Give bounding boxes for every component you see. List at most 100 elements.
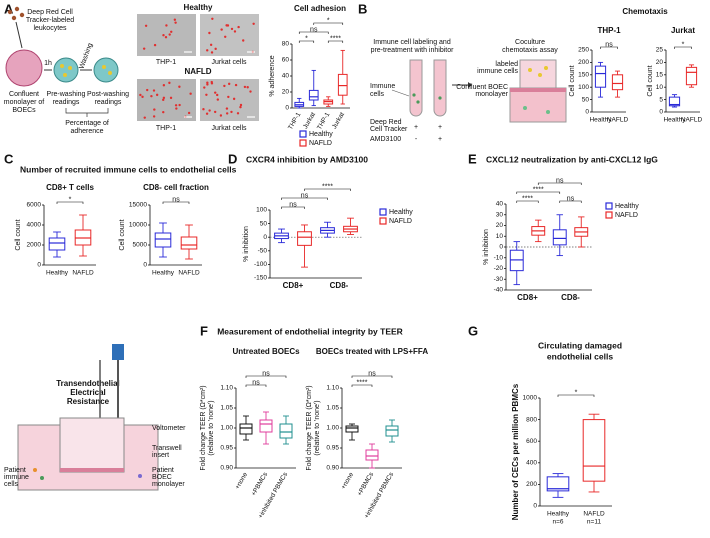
significance-bracket xyxy=(537,182,582,185)
cell-dot xyxy=(144,24,148,27)
y-axis-label: Fold change TEER (Ω*cm²) xyxy=(306,385,313,470)
significance-bracket xyxy=(56,201,84,204)
cell-dot xyxy=(206,83,209,86)
cell-dot xyxy=(237,25,240,29)
label: AMD3100 xyxy=(370,136,401,143)
significance-label: ns xyxy=(252,379,260,386)
label: labeled xyxy=(495,61,518,68)
x-tick-label: +PBMCs xyxy=(356,471,375,498)
significance-bracket xyxy=(162,201,190,204)
significance-label: **** xyxy=(330,35,341,42)
well xyxy=(509,87,567,123)
significance-bracket xyxy=(674,46,692,49)
label: Cell Tracker xyxy=(370,126,408,133)
cell-dot xyxy=(233,30,237,33)
significance-label: ns xyxy=(262,370,270,377)
cell-dot xyxy=(205,93,208,97)
significance-bracket xyxy=(245,375,287,378)
legend-swatch xyxy=(379,217,387,225)
cell-dot xyxy=(162,110,165,114)
chart-title: Jurkat xyxy=(671,26,695,35)
panel-label: C xyxy=(4,151,14,166)
panel-label: D xyxy=(228,151,237,166)
column-label: THP-1 xyxy=(156,125,176,132)
label: Transendothelial xyxy=(56,379,120,388)
y-tick-label: 0.90 xyxy=(326,465,339,472)
cell-dot xyxy=(243,85,247,89)
label: Pre-washing xyxy=(47,91,86,98)
cell-dot xyxy=(178,85,181,88)
cell-dot xyxy=(223,84,226,88)
cell-dot xyxy=(206,81,209,84)
label: Coculture xyxy=(515,39,545,46)
cell-icon xyxy=(544,66,548,70)
y-tick-label: 50 xyxy=(582,96,590,103)
cell-dot xyxy=(141,95,144,99)
y-axis-label: Cell count xyxy=(647,65,654,96)
well xyxy=(93,57,119,83)
x-tick-label: Jurkat xyxy=(331,111,346,130)
significance-label: ns xyxy=(310,26,318,33)
x-tick-label: NAFLD xyxy=(72,270,94,277)
x-tick-label: NAFLD xyxy=(583,511,605,518)
label: Tracker-labeled xyxy=(26,17,74,24)
group-title: Chemotaxis xyxy=(622,7,668,16)
label: leukocytes xyxy=(33,25,67,32)
label: Washing xyxy=(78,42,94,70)
y-tick-label: 4000 xyxy=(27,222,42,229)
label: insert xyxy=(152,452,169,459)
cell-dot xyxy=(214,91,217,94)
y-tick-label: 30 xyxy=(496,211,504,218)
arrow xyxy=(15,21,23,49)
label: BOECs xyxy=(12,107,36,114)
y-tick-label: 100 xyxy=(578,84,589,91)
x-tick-label: CD8- xyxy=(330,281,349,290)
y-tick-label: 1.05 xyxy=(220,405,233,412)
y-axis-label: Cell count xyxy=(569,65,576,96)
panel-label: E xyxy=(468,151,477,166)
significance-bracket xyxy=(327,40,344,43)
y-tick-label: 0 xyxy=(533,503,537,510)
label: Patient xyxy=(152,467,174,474)
cell-dot xyxy=(152,115,156,118)
significance-label: ns xyxy=(289,201,297,208)
significance-bracket xyxy=(557,394,595,397)
y-tick-label: -50 xyxy=(258,248,268,255)
cell-dot xyxy=(150,94,153,98)
significance-label: * xyxy=(305,35,308,42)
cell-dot xyxy=(209,43,213,47)
y-tick-label: 40 xyxy=(282,73,290,80)
label: Percentage of xyxy=(65,120,109,127)
chart-title: Circulating damaged xyxy=(538,340,622,350)
cell-dot xyxy=(162,96,166,100)
x-sublabel: n=6 xyxy=(552,519,563,526)
cell-dot xyxy=(216,98,220,101)
cell-dot xyxy=(239,103,243,107)
y-tick-label: 0 xyxy=(659,109,663,116)
chart-title: THP-1 xyxy=(597,26,621,35)
panel-label: B xyxy=(358,1,367,16)
cell-icon xyxy=(33,468,37,472)
label: pre-treatment with inhibitor xyxy=(371,47,455,54)
cell-dot xyxy=(178,103,181,107)
y-tick-label: 20 xyxy=(656,59,664,66)
y-tick-label: -150 xyxy=(254,275,267,282)
cell-icon xyxy=(108,71,112,75)
cell-dot xyxy=(174,104,178,107)
sign: - xyxy=(415,136,418,143)
y-tick-label: 800 xyxy=(526,416,537,423)
cell-icon xyxy=(68,66,72,70)
significance-bracket xyxy=(298,31,329,34)
cell-dot xyxy=(220,28,223,31)
cell-dot xyxy=(230,27,234,31)
x-tick-label: Healthy xyxy=(663,117,686,124)
y-tick-label: 200 xyxy=(526,481,537,488)
cell-dot xyxy=(162,84,166,87)
significance-label: **** xyxy=(322,183,333,190)
significance-label: **** xyxy=(357,379,368,386)
cell-dot xyxy=(246,86,249,89)
x-tick-label: THP-1 xyxy=(316,111,332,131)
y-tick-label: 0 xyxy=(285,105,289,112)
x-tick-label: CD8+ xyxy=(517,293,538,302)
cell-icon xyxy=(412,93,416,97)
